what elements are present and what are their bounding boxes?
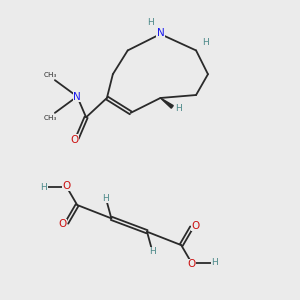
Text: H: H xyxy=(148,18,154,27)
Polygon shape xyxy=(160,98,173,108)
Text: O: O xyxy=(58,219,66,229)
Text: N: N xyxy=(157,28,164,38)
Text: CH₃: CH₃ xyxy=(44,115,57,121)
Text: O: O xyxy=(188,260,196,269)
Text: O: O xyxy=(71,135,79,145)
Text: N: N xyxy=(73,92,81,101)
Text: H: H xyxy=(150,247,156,256)
Text: H: H xyxy=(102,194,109,203)
Text: H: H xyxy=(176,104,182,113)
Text: H: H xyxy=(202,38,209,46)
Text: H: H xyxy=(211,258,218,267)
Text: H: H xyxy=(40,183,47,192)
Text: O: O xyxy=(63,181,71,191)
Text: O: O xyxy=(191,221,199,231)
Text: CH₃: CH₃ xyxy=(44,72,57,78)
